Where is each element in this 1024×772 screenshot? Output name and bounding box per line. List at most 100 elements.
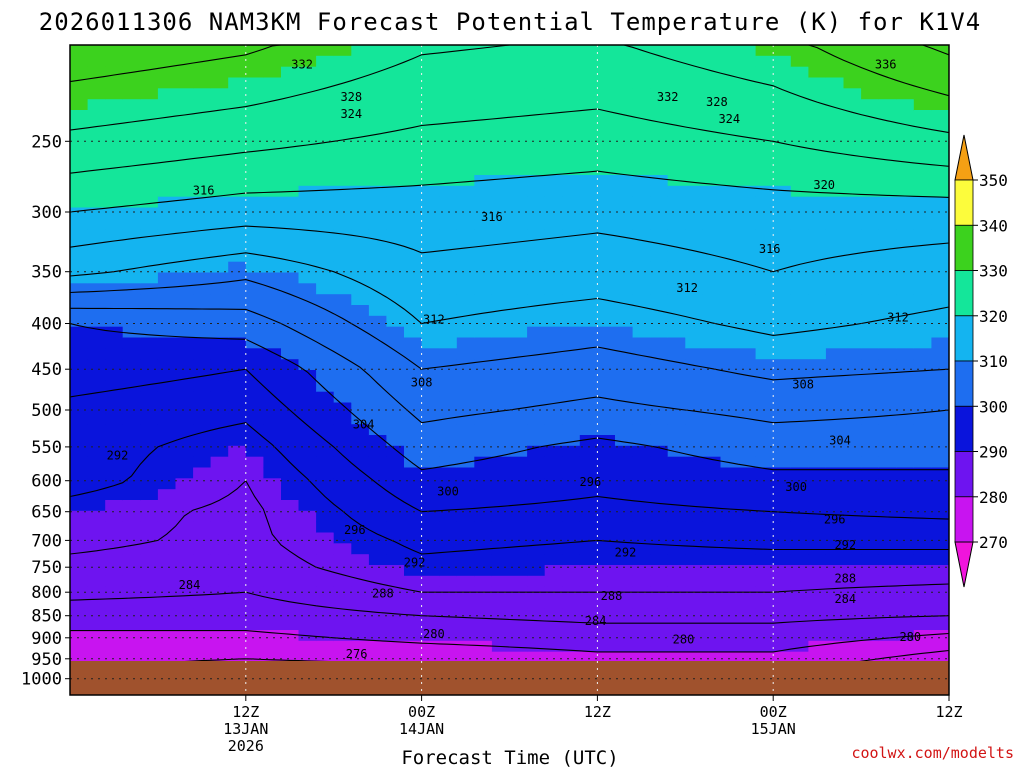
band-cell [368, 207, 388, 219]
band-cell [562, 99, 581, 111]
band-cell [175, 153, 194, 165]
band-cell [896, 142, 915, 154]
band-cell [667, 45, 686, 57]
band-cell [105, 315, 124, 328]
band-cell [245, 467, 264, 479]
band-cell [456, 326, 475, 339]
band-cell [720, 575, 739, 588]
band-cell [157, 543, 177, 555]
band-cell [439, 543, 458, 555]
band-cell [790, 608, 809, 620]
y-tick-label: 350 [31, 263, 62, 283]
band-cell [597, 88, 616, 100]
band-cell [808, 456, 827, 469]
band-cell [650, 500, 669, 512]
band-cell [615, 131, 634, 144]
band-cell [175, 608, 194, 620]
band-cell [70, 185, 89, 198]
band-cell [333, 131, 352, 144]
band-cell [896, 120, 915, 133]
band-cell [755, 380, 774, 393]
band-cell [316, 554, 335, 566]
band-cell [404, 456, 423, 469]
band-cell [861, 55, 880, 68]
band-cell [913, 196, 932, 209]
band-cell [245, 272, 264, 284]
band-cell [825, 120, 845, 133]
band-cell [527, 250, 546, 263]
band-cell [650, 240, 669, 252]
band-cell [808, 55, 827, 68]
band-cell [281, 543, 300, 555]
band-cell [527, 175, 546, 187]
band-cell [404, 207, 423, 219]
band-cell [439, 305, 458, 317]
band-cell [157, 586, 177, 599]
band-cell [685, 250, 704, 263]
band-cell [175, 575, 194, 588]
band-cell [878, 337, 897, 349]
band-cell [70, 229, 89, 241]
band-cell [825, 402, 845, 414]
band-cell [632, 575, 651, 588]
band-cell [70, 435, 89, 447]
band-cell [913, 315, 932, 328]
band-cell [281, 359, 300, 371]
band-cell [298, 348, 317, 360]
band-cell [878, 391, 897, 404]
band-cell [755, 283, 774, 295]
band-cell [210, 608, 229, 620]
band-cell [527, 532, 546, 544]
band-cell [579, 391, 598, 404]
band-cell [597, 467, 616, 479]
band-cell [386, 402, 405, 414]
band-cell [228, 651, 247, 664]
band-cell [861, 250, 880, 263]
band-cell [773, 640, 792, 653]
band-cell [685, 207, 704, 219]
band-cell [509, 359, 528, 371]
band-cell [368, 305, 388, 317]
band-cell [316, 77, 335, 89]
band-cell [351, 597, 370, 609]
band-cell [122, 348, 141, 360]
band-cell [808, 467, 827, 479]
band-cell [140, 196, 159, 209]
band-cell [210, 586, 229, 599]
band-cell [773, 554, 792, 566]
band-cell [755, 218, 774, 230]
band-cell [386, 413, 405, 425]
band-cell [386, 120, 405, 133]
band-cell [667, 88, 686, 100]
band-cell [579, 131, 598, 144]
band-cell [404, 565, 423, 577]
band-cell [544, 229, 563, 241]
contour-label: 328 [340, 90, 362, 104]
band-cell [527, 164, 546, 176]
contour-label: 316 [759, 242, 781, 256]
band-cell [333, 424, 352, 436]
band-cell [808, 261, 827, 274]
band-cell [896, 272, 915, 284]
band-cell [474, 575, 493, 588]
band-cell [263, 185, 282, 198]
band-cell [509, 554, 528, 566]
band-cell [702, 619, 722, 631]
band-cell [896, 164, 915, 176]
band-cell [140, 619, 159, 631]
band-cell [368, 315, 388, 328]
band-cell [808, 597, 827, 609]
band-cell [439, 445, 458, 458]
band-cell [175, 532, 194, 544]
band-cell [474, 348, 493, 360]
band-cell [245, 229, 264, 241]
band-cell [70, 500, 89, 512]
band-cell [87, 305, 106, 317]
band-cell [738, 424, 757, 436]
band-cell [193, 326, 212, 339]
band-cell [931, 88, 949, 100]
band-cell [808, 510, 827, 523]
band-cell [632, 370, 651, 382]
band-cell [105, 456, 124, 469]
band-cell [404, 575, 423, 588]
